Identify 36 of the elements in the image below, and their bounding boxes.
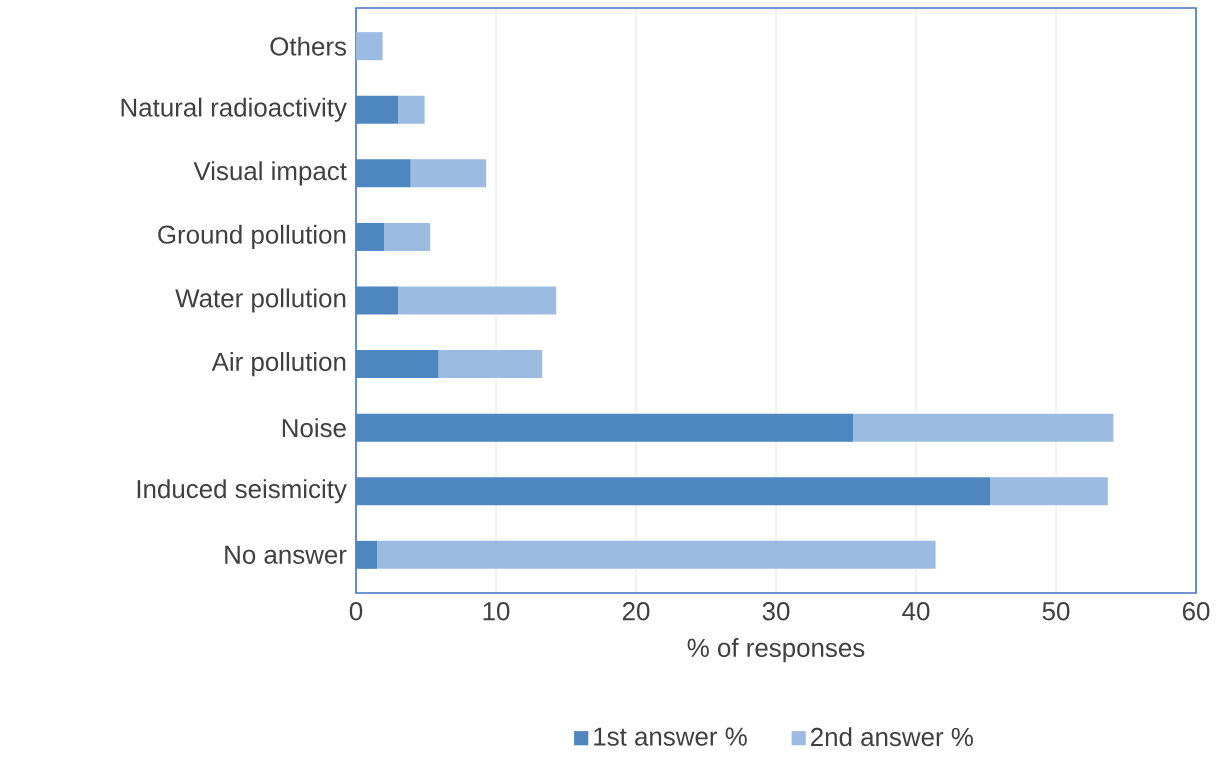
bar	[356, 540, 377, 569]
legend-label: 1st answer %	[594, 727, 747, 746]
bar	[356, 32, 383, 61]
x-tick-label: 10	[483, 602, 510, 621]
y-tick-label: Natural radioactivity	[121, 97, 347, 122]
y-tick-label: Visual impact	[193, 161, 347, 186]
bar	[398, 95, 425, 124]
bar	[356, 286, 398, 315]
bar	[356, 159, 411, 188]
x-tick-label: 20	[622, 602, 650, 621]
y-tick-label: No answer	[225, 545, 347, 564]
bar	[853, 413, 1114, 442]
y-tick-label: Noise	[282, 418, 346, 438]
x-tick-label: 30	[762, 602, 790, 621]
bar	[356, 413, 853, 442]
y-tick-label: Ground pollution	[158, 224, 346, 249]
bar	[990, 477, 1108, 506]
bar	[398, 286, 557, 315]
bar	[410, 159, 487, 188]
bar	[356, 477, 991, 506]
y-tick-label: Water pollution	[175, 288, 346, 313]
bar	[356, 222, 384, 251]
x-tick-label: 40	[902, 602, 930, 621]
bar	[377, 540, 936, 569]
bar	[356, 95, 398, 124]
y-tick-label: Induced seismicity	[137, 479, 347, 504]
x-tick-label: 0	[349, 602, 363, 621]
y-tick-label: Others	[270, 36, 347, 56]
y-tick-label: Air pollution	[211, 352, 346, 377]
bar	[438, 350, 543, 379]
legend-label: 2nd answer %	[811, 727, 973, 747]
bar	[384, 222, 431, 251]
x-tick-label: 60	[1182, 602, 1210, 621]
bar	[356, 350, 439, 379]
x-axis-title: % of responses	[687, 638, 865, 663]
x-tick-label: 50	[1042, 602, 1070, 621]
